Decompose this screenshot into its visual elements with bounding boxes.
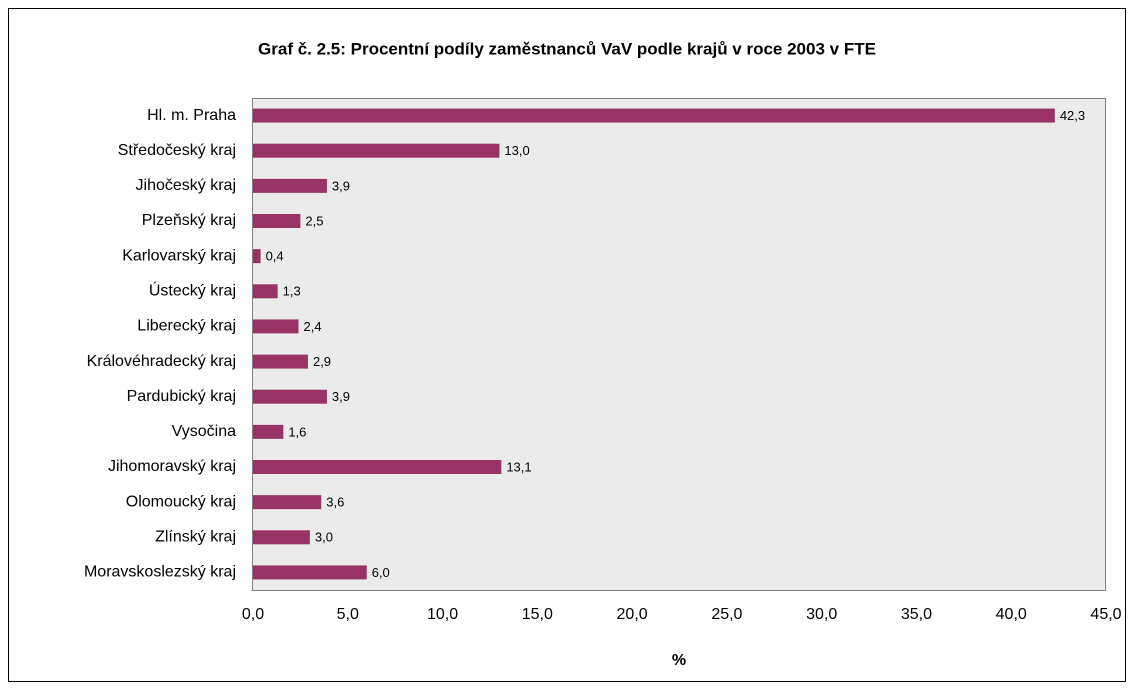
bar xyxy=(253,284,278,299)
x-tick-label: 15,0 xyxy=(522,606,553,623)
x-tick-label: 10,0 xyxy=(427,606,458,623)
bar xyxy=(253,530,310,545)
y-tick-label: Jihočeský kraj xyxy=(136,177,236,194)
bar xyxy=(253,319,299,334)
chart-title: Graf č. 2.5: Procentní podíly zaměstnanc… xyxy=(258,39,876,58)
y-tick-label: Jihomoravský kraj xyxy=(108,458,236,475)
x-tick-label: 5,0 xyxy=(337,606,359,623)
value-label: 3,0 xyxy=(315,530,333,545)
x-tick-label: 30,0 xyxy=(806,606,837,623)
x-tick-label: 40,0 xyxy=(996,606,1027,623)
value-label: 3,9 xyxy=(332,178,350,193)
plot-area xyxy=(252,98,1106,591)
value-label: 2,9 xyxy=(313,354,331,369)
value-label: 0,4 xyxy=(266,249,284,264)
value-label: 2,5 xyxy=(305,213,323,228)
bar xyxy=(253,565,367,580)
value-label: 13,1 xyxy=(506,459,531,474)
value-label: 3,6 xyxy=(326,495,344,510)
bar xyxy=(253,354,308,369)
x-tick-label: 35,0 xyxy=(901,606,932,623)
bar xyxy=(253,108,1055,123)
x-axis-label: % xyxy=(672,652,686,669)
bar xyxy=(253,495,322,510)
x-tick-label: 0,0 xyxy=(242,606,264,623)
y-tick-label: Olomoucký kraj xyxy=(126,493,236,510)
y-tick-label: Královéhradecký kraj xyxy=(87,353,236,370)
value-label: 6,0 xyxy=(372,565,390,580)
bar xyxy=(253,389,327,404)
value-label: 13,0 xyxy=(504,143,529,158)
x-tick-label: 45,0 xyxy=(1090,606,1121,623)
bar xyxy=(253,424,284,439)
value-label: 1,3 xyxy=(283,284,301,299)
value-label: 2,4 xyxy=(303,319,321,334)
bar xyxy=(253,249,261,264)
y-tick-label: Zlínský kraj xyxy=(155,529,236,546)
value-label: 3,9 xyxy=(332,389,350,404)
y-tick-label: Pardubický kraj xyxy=(127,388,236,405)
y-tick-label: Vysočina xyxy=(172,423,236,440)
y-tick-label: Liberecký kraj xyxy=(137,318,236,335)
y-tick-label: Ústecký kraj xyxy=(149,281,236,300)
y-tick-label: Karlovarský kraj xyxy=(122,247,236,264)
bar xyxy=(253,460,502,474)
bar xyxy=(253,178,327,193)
y-tick-label: Středočeský kraj xyxy=(118,142,236,159)
value-label: 42,3 xyxy=(1060,108,1085,123)
x-tick-label: 25,0 xyxy=(711,606,742,623)
y-tick-label: Moravskoslezský kraj xyxy=(84,564,236,581)
bar xyxy=(253,143,500,158)
value-label: 1,6 xyxy=(288,424,306,439)
y-tick-label: Plzeňský kraj xyxy=(142,212,236,229)
y-tick-label: Hl. m. Praha xyxy=(147,107,236,124)
x-tick-label: 20,0 xyxy=(617,606,648,623)
bar xyxy=(253,214,301,228)
